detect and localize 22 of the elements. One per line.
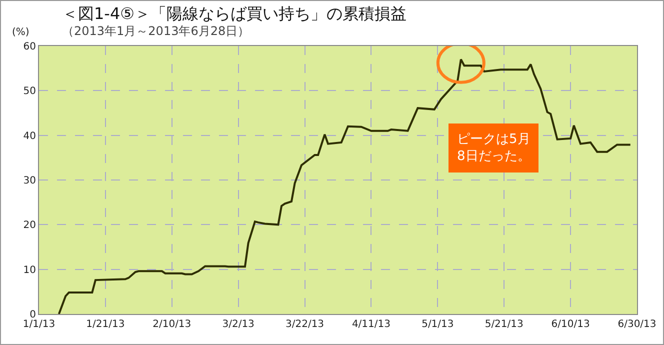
y-axis-title: (%) — [12, 27, 30, 38]
y-tick-label: 10 — [23, 264, 36, 276]
y-tick-label: 60 — [23, 42, 36, 52]
y-tick-label: 30 — [23, 176, 36, 186]
y-tick-label: 20 — [23, 220, 36, 232]
x-tick-label: 1/1/13 — [22, 319, 56, 330]
chart-title: ＜図1-4⑤＞「陽線ならば買い持ち」の累積損益 — [62, 4, 406, 23]
x-tick-label: 4/11/13 — [352, 319, 390, 330]
x-tick-label: 3/22/13 — [286, 319, 324, 330]
y-tick-label: 50 — [23, 86, 36, 98]
x-tick-label: 5/1/13 — [422, 319, 454, 330]
chart-subtitle: （2013年1月～2013年6月28日） — [62, 24, 250, 38]
y-tick-label: 0 — [30, 310, 36, 320]
x-tick-label: 3/2/13 — [222, 319, 254, 330]
annotation: ピークは5月 8日だった。 — [457, 132, 530, 164]
x-tick-label: 5/21/13 — [484, 319, 524, 330]
x-tick-label: 2/10/13 — [152, 319, 192, 330]
x-tick-label: 6/30/13 — [618, 319, 656, 330]
y-tick-label: 40 — [23, 130, 36, 142]
x-tick-label: 6/10/13 — [551, 319, 590, 330]
line-series — [58, 58, 632, 314]
x-tick-label: 1/21/13 — [86, 319, 125, 330]
